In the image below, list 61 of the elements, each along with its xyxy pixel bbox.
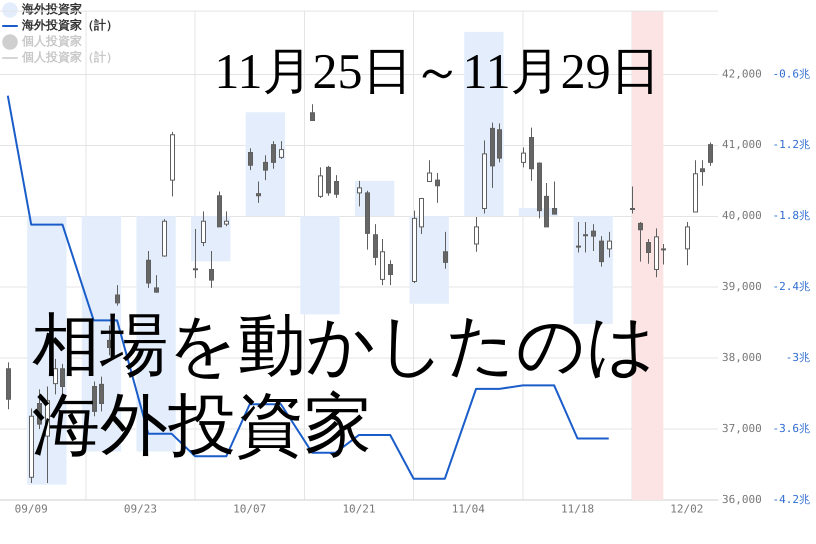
x-tick-label: 09/09 [14,502,48,516]
y-tick-label: 41,000 [722,138,762,152]
candlestick [638,221,643,262]
candlestick [685,221,690,266]
y-tick-label: 37,000 [722,422,762,435]
candlestick [279,140,284,160]
x-tick-label: 11/18 [560,502,594,516]
y-tick-label: 39,000 [722,280,762,294]
candlestick [256,181,261,204]
candlestick [263,154,268,181]
candlestick [700,160,705,186]
y2-tick-label: -4.2兆 [772,492,810,506]
candlestick [224,210,229,227]
text: 11月25日～11月29日 [214,43,661,99]
candlestick [607,231,612,258]
candlestick [521,146,526,168]
candlestick [427,160,432,182]
candlestick [357,180,362,207]
x-tick-label: 11/04 [452,502,486,516]
x-tick-label: 10/07 [233,502,266,516]
candlestick [209,250,214,288]
candlestick [115,284,120,306]
candlestick [334,174,339,198]
candlestick [435,172,440,204]
y-tick-label: 36,000 [722,492,762,506]
y2-tick-label: -1.8兆 [772,209,810,222]
candlestick [591,224,596,252]
candlestick [193,228,198,278]
y2-tick-label: -0.6兆 [772,67,810,80]
y-tick-label: 40,000 [722,209,762,222]
x-tick-label: 12/02 [670,502,704,516]
y-tick-label: 38,000 [722,351,762,364]
candlestick [318,166,323,198]
candlestick [552,181,557,215]
candlestick [708,142,713,166]
y-tick-label: 42,000 [722,67,762,80]
candlestick [474,216,479,252]
candlestick [373,224,378,266]
candlestick [248,148,253,171]
candlestick [661,243,666,266]
bar [246,112,286,216]
candlestick [271,140,276,170]
bar [300,216,340,314]
candlestick [146,250,151,288]
candlestick [388,260,393,286]
x-tick-label: 10/21 [342,502,376,516]
candlestick [310,104,315,122]
candlestick [599,236,604,268]
candlestick [201,210,206,247]
candlestick [576,221,581,253]
y2-tick-label: -3兆 [786,351,810,364]
candlestick [443,231,448,270]
candlestick [646,238,651,264]
legend-label: 海外投資家（計） [21,18,118,32]
candlestick [630,186,635,214]
y2-tick-label: -3.6兆 [772,422,810,435]
y2-tick-label: -1.2兆 [772,138,810,152]
y2-tick-label: -2.4兆 [772,280,810,294]
x-tick-label: 09/23 [124,502,158,516]
candlestick [154,274,159,294]
candlestick [583,221,588,253]
